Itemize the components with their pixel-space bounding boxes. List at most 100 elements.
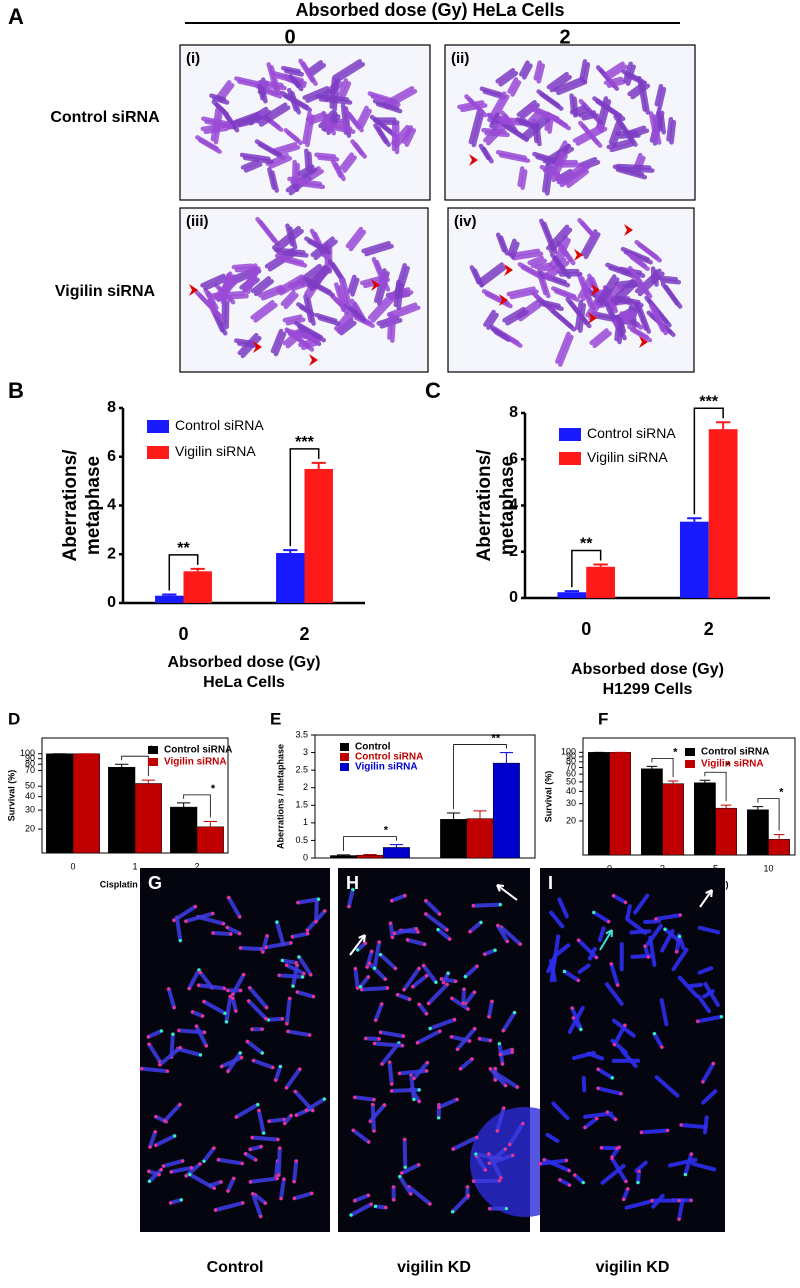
y-tick-label: 0 <box>509 589 518 606</box>
telomere <box>403 894 407 898</box>
telomere <box>438 1029 442 1033</box>
chromosome <box>449 996 471 1012</box>
telomere <box>279 1196 283 1201</box>
y-tick-label: 1 <box>303 817 308 827</box>
telomere <box>663 927 667 931</box>
telomere <box>379 1030 383 1034</box>
chromosome <box>482 948 498 957</box>
arrowhead <box>591 284 600 296</box>
telomere <box>473 1027 477 1031</box>
telomere <box>675 950 679 954</box>
chromosome <box>486 999 494 1019</box>
chromosome <box>483 309 496 327</box>
y-tick-label: 30 <box>25 804 35 814</box>
telomere <box>458 1067 463 1071</box>
y-tick-label: 100 <box>561 747 576 757</box>
chromosome <box>174 915 183 943</box>
arrow <box>496 884 518 901</box>
chromosome <box>555 943 571 957</box>
y-tick-label: 6 <box>107 448 116 465</box>
chromosome <box>608 265 637 279</box>
chromosome <box>257 142 286 161</box>
y-tick-label: 8 <box>107 399 116 416</box>
chromosome <box>495 1106 506 1133</box>
chromosome <box>635 1169 642 1185</box>
chromosome <box>233 110 263 124</box>
chromosome <box>273 1064 283 1083</box>
telomere <box>263 1201 267 1205</box>
chromosome <box>495 150 528 160</box>
telomere <box>479 920 483 925</box>
telomere <box>436 928 440 932</box>
chromosome <box>260 87 268 104</box>
telomere <box>225 925 229 930</box>
chromosome <box>282 314 303 323</box>
telomere <box>388 1060 392 1064</box>
chromosome <box>458 1057 474 1071</box>
chromosome <box>282 1113 294 1126</box>
telomere <box>467 1039 472 1043</box>
telomere <box>204 1044 208 1048</box>
error-bar <box>473 810 487 819</box>
telomere <box>611 894 616 898</box>
telomere <box>178 1046 182 1050</box>
telomere <box>521 1121 525 1126</box>
chromosome <box>702 1115 709 1135</box>
telomere <box>613 1117 618 1121</box>
chromosome <box>211 931 233 937</box>
y-axis-label: metaphase <box>497 456 518 555</box>
chromosome <box>348 229 367 252</box>
telomere <box>171 1032 175 1036</box>
y-tick-label: 100 <box>20 748 35 758</box>
y-tick-label: 40 <box>25 791 35 801</box>
telomere <box>226 1189 230 1193</box>
x-axis-label: Absorbed dose (Gy) <box>571 661 724 678</box>
telomere <box>304 1108 308 1112</box>
telomere <box>677 1217 681 1221</box>
chromosome <box>282 93 313 113</box>
arrowhead <box>469 154 478 166</box>
telomere <box>140 1067 144 1071</box>
telomere <box>378 953 383 957</box>
telomere <box>277 1173 281 1177</box>
chromosome <box>391 124 410 146</box>
chromosome <box>255 102 288 124</box>
telomere <box>622 1197 626 1201</box>
x-axis-label: Absorbed dose (Gy) <box>168 654 321 671</box>
chromosome <box>654 913 683 921</box>
chromosome <box>674 934 682 954</box>
subpanel-label: (iii) <box>186 213 209 230</box>
chromosome <box>460 103 488 113</box>
telomere <box>417 1088 421 1092</box>
telomere <box>415 1041 420 1045</box>
legend-swatch <box>685 760 695 768</box>
telomere <box>483 1168 487 1172</box>
telomere <box>248 986 252 990</box>
telomere <box>177 1028 181 1033</box>
x-tick-label: 2 <box>194 861 199 871</box>
chromosome <box>683 1152 694 1177</box>
telomere <box>377 940 381 944</box>
chromosome <box>547 116 554 134</box>
chromosome <box>546 224 570 251</box>
telomere <box>567 1183 572 1187</box>
telomere <box>241 973 246 977</box>
chromosome <box>502 306 526 323</box>
chromosome <box>484 292 513 309</box>
chromosome <box>309 63 327 77</box>
telomere <box>300 975 305 979</box>
telomere <box>353 1199 357 1203</box>
chromosome <box>411 1060 430 1081</box>
telomere <box>237 931 242 936</box>
chromosome <box>504 124 529 143</box>
chromosome <box>576 938 599 960</box>
error-bar <box>162 593 177 596</box>
error-bar <box>447 812 461 820</box>
telomere <box>701 1080 705 1084</box>
telomere <box>367 1140 371 1144</box>
chromosome <box>274 920 286 947</box>
telomere <box>511 1153 515 1157</box>
chromosome <box>409 1072 416 1102</box>
telomere <box>211 911 215 916</box>
telomere <box>398 1071 402 1076</box>
